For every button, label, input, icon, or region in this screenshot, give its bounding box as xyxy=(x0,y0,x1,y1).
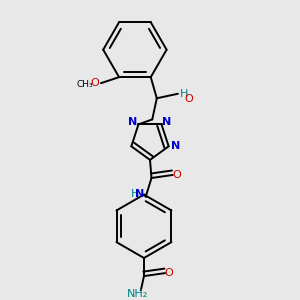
Text: H: H xyxy=(179,89,188,99)
Text: O: O xyxy=(91,78,99,88)
Text: N: N xyxy=(135,189,144,199)
Text: N: N xyxy=(128,117,138,127)
Text: N: N xyxy=(162,117,172,127)
Text: NH₂: NH₂ xyxy=(127,289,148,299)
Text: H: H xyxy=(131,189,140,199)
Text: N: N xyxy=(171,141,180,151)
Text: CH₃: CH₃ xyxy=(77,80,93,89)
Text: O: O xyxy=(172,170,181,180)
Text: O: O xyxy=(184,94,193,104)
Text: O: O xyxy=(164,268,173,278)
